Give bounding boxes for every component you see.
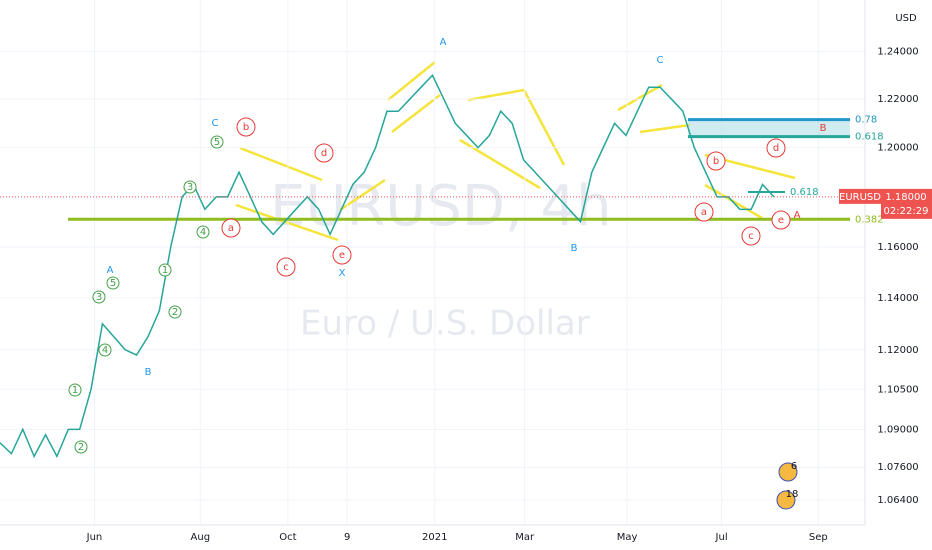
wave-label: 2 [78,442,84,453]
watermark-subtitle: Euro / U.S. Dollar [300,304,590,344]
wave-circle [196,225,210,239]
x-tick-label: Aug [191,532,211,543]
fib-label: 0.618 [855,132,884,143]
wave-label: c [283,262,289,273]
wave-label: b [243,122,249,133]
wave-circle [766,138,786,158]
wave-circle [74,440,88,454]
y-tick-label: 1.22000 [877,94,918,105]
price-line [0,73,775,459]
wave-circle [68,383,82,397]
wave-label: 3 [187,182,193,193]
wave-label: d [773,143,779,154]
wave-label: A [794,210,801,221]
wave-circle [276,257,296,277]
wave-label: e [778,215,784,226]
badge-label: 6 [791,461,797,472]
wave-label: B [145,367,152,378]
x-tick-label: Jun [86,532,103,543]
price-tag [881,188,932,219]
wave-circle [183,180,197,194]
wave-label: C [212,118,219,129]
y-tick-label: 1.14000 [877,293,918,304]
x-tick-label: 2021 [422,532,447,543]
fib-label: 0.382 [855,214,884,225]
wave-circle [236,117,256,137]
wave-label: a [228,223,234,234]
x-tick-label: Sep [809,532,828,543]
y-tick-label: 1.24000 [877,47,918,58]
wave-label: 2 [172,307,178,318]
wave-circle [706,151,726,171]
y-tick-label: 1.12000 [877,345,918,356]
y-tick-label: 1.16000 [877,242,918,253]
wave-circle [771,210,791,230]
y-tick-label: 1.06400 [877,495,918,506]
fib-label: 0.78 [855,115,877,126]
wave-circle [210,135,224,149]
wave-circle [168,305,182,319]
wave-circle [314,143,334,163]
symbol-tag-label: EURUSD [839,192,881,203]
wave-label: 1 [72,385,78,396]
price-tag-label: 1.18000 [885,192,926,203]
wave-label: c [748,231,754,242]
wave-circle [92,290,106,304]
y-tick-label: 1.10500 [877,384,918,395]
wave-label: b [713,156,719,167]
x-tick-label: Jul [715,532,728,543]
wave-label: C [657,55,664,66]
wave-circle [98,343,112,357]
plot [0,0,865,525]
retrace-label: 0.618 [790,187,819,198]
fib-zone [688,119,850,137]
wave-label: A [440,37,447,48]
wave-label: e [339,250,345,261]
wave-circle [332,245,352,265]
wave-label: 5 [214,137,220,148]
y-tick-label: 1.07600 [877,462,918,473]
wave-label: d [321,148,327,159]
symbol-tag [839,188,881,204]
wave-label: 5 [110,278,116,289]
wave-label: B [571,243,578,254]
watermark-symbol: EURUSD, 4h [270,174,612,239]
wave-label: X [339,268,346,279]
wave-label: 3 [96,292,102,303]
wave-circle [694,202,714,222]
badge [776,490,796,510]
wave-circle [106,276,120,290]
wave-label: 1 [162,265,168,276]
badge [778,462,798,482]
wave-label: 4 [102,345,108,356]
wave-circle [221,218,241,238]
wave-label: A [107,265,114,276]
wave-label: 4 [200,227,206,238]
wave-circle [741,226,761,246]
x-tick-label: Oct [279,532,296,543]
x-tick-label: Mar [515,532,535,543]
wave-label: B [820,123,827,134]
wave-label: a [701,207,707,218]
x-tick-label: 9 [344,532,350,543]
countdown-label: 02:22:29 [884,206,929,217]
wave-circle [158,263,172,277]
y-tick-label: 1.20000 [877,143,918,154]
badge-label: 18 [786,489,799,500]
currency-label: USD [895,13,917,24]
x-tick-label: May [617,532,638,543]
y-tick-label: 1.09000 [877,424,918,435]
